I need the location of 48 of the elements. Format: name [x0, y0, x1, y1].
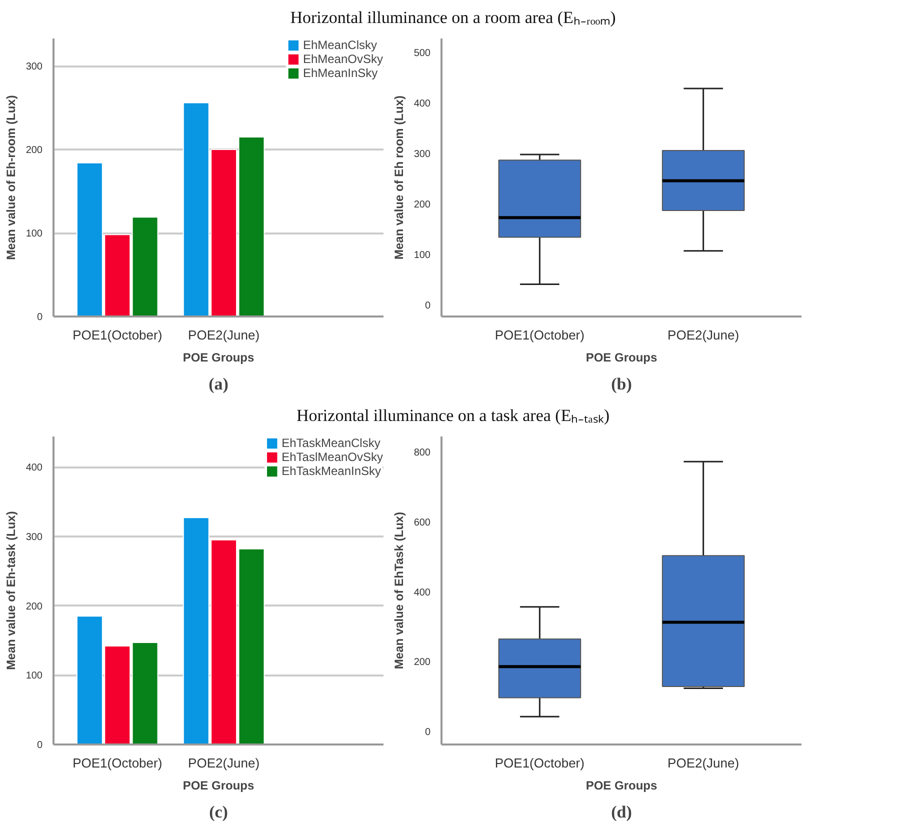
y-tick-label: 300: [26, 62, 43, 73]
text: Horizontal illuminance on a room area (Eₕ₋ᵣₒₒₘ): [290, 8, 616, 27]
x-tick-label: POE1(October): [72, 328, 162, 342]
text: (d): [611, 802, 632, 822]
x-tick-label: POE1(October): [494, 756, 584, 770]
y-tick-label: 400: [26, 462, 43, 474]
y-tick-label: 100: [26, 228, 43, 240]
y-tick-label: 200: [414, 657, 431, 668]
legend-label: EhMeanInSky: [302, 66, 378, 80]
y-axis-title: Mean value of EhTask (Lux): [392, 512, 406, 670]
legend-label: EhTaskMeanClsky: [282, 436, 380, 450]
legend-label: EhMeanClsky: [302, 38, 377, 52]
y-tick-label: 200: [26, 145, 43, 156]
y-tick-label: 200: [26, 601, 43, 612]
y-axis-title: Mean value of Eh-room (Lux): [4, 95, 18, 260]
y-tick-label: 100: [414, 250, 431, 261]
legend-label: EhTaskMeanInSky: [282, 464, 382, 478]
x-axis-title: POE Groups: [586, 778, 658, 792]
y-tick-label: 400: [414, 587, 431, 598]
x-axis-title: POE Groups: [182, 778, 254, 792]
y-tick-label: 300: [414, 149, 431, 160]
y-tick-label: 0: [424, 727, 431, 738]
x-axis-title: POE Groups: [182, 350, 254, 364]
x-tick-label: POE1(October): [72, 756, 162, 770]
text: (c): [209, 802, 228, 822]
x-tick-label: POE2(June): [668, 328, 740, 342]
legend-label: EhMeanOvSky: [302, 52, 383, 66]
x-tick-label: POE2(June): [188, 328, 260, 342]
x-axis-title: POE Groups: [586, 350, 658, 364]
y-tick-label: 0: [424, 300, 431, 312]
x-tick-label: POE1(October): [494, 328, 584, 342]
legend-label: EhTaslMeanOvSky: [282, 450, 383, 464]
text: (b): [611, 374, 632, 394]
text: (a): [208, 374, 228, 394]
y-tick-label: 100: [26, 670, 43, 682]
y-tick-label: 800: [414, 448, 431, 459]
y-tick-label: 300: [26, 532, 43, 543]
y-tick-label: 500: [414, 48, 431, 60]
y-tick-label: 400: [414, 98, 431, 110]
y-tick-label: 0: [36, 740, 43, 751]
y-tick-label: 600: [414, 518, 431, 529]
y-axis-title: Mean value of Eh-task (Lux): [4, 511, 18, 670]
text: Horizontal illuminance on a task area (Eₕ₋ₜₐₛₖ): [296, 406, 610, 425]
y-tick-label: 200: [414, 199, 431, 210]
x-tick-label: POE2(June): [668, 756, 740, 770]
y-tick-label: 0: [36, 312, 43, 323]
y-axis-title: Mean value of Eh room (Lux): [392, 95, 406, 260]
x-tick-label: POE2(June): [188, 756, 260, 770]
